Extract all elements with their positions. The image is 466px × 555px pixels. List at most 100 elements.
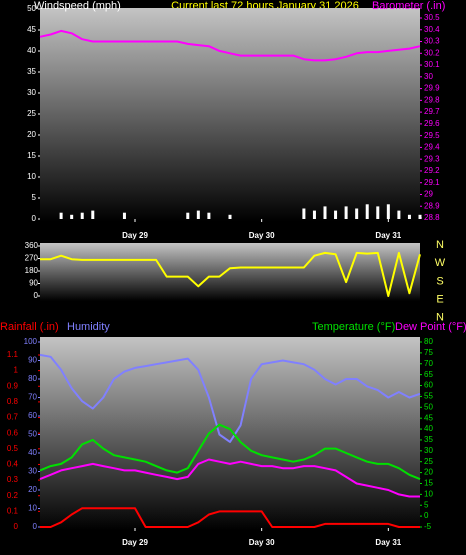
y-tick-label: 29.8	[424, 95, 440, 104]
y-tick-label: -5	[424, 522, 432, 531]
axis-title: Rainfall (.in)	[0, 321, 59, 333]
y-tick-label: 30	[424, 72, 433, 81]
bar	[397, 210, 401, 219]
y-tick-label: 80	[424, 337, 433, 346]
chart-title: Current last 72 hours January 31 2026	[171, 0, 359, 12]
y-tick-label: 70	[28, 393, 37, 402]
axis-title: Humidity	[67, 321, 110, 333]
y-tick-label: 0	[424, 511, 429, 520]
y-tick-label: 10	[27, 172, 36, 181]
y-tick-label: 1.1	[7, 350, 19, 359]
bar	[407, 214, 411, 219]
y-tick-label: 29.5	[424, 131, 440, 140]
y-tick-label: 60	[28, 411, 37, 420]
y-tick-label: 0.6	[7, 428, 19, 437]
y-tick-label: 60	[424, 381, 433, 390]
y-tick-label: 0.1	[7, 506, 19, 515]
data-line	[39, 353, 421, 443]
y-tick-label: 20	[27, 130, 36, 139]
y-tick-label: 28.9	[424, 201, 440, 210]
compass-label: N	[436, 239, 444, 251]
y-tick-label: 30.5	[424, 13, 440, 22]
y-tick-label: 0.9	[7, 381, 19, 390]
y-tick-label: 0	[14, 522, 19, 531]
y-tick-label: 70	[424, 359, 433, 368]
y-tick-label: 270	[25, 254, 39, 263]
bar	[122, 212, 126, 219]
y-tick-label: 29.2	[424, 166, 440, 175]
y-tick-label: 29.4	[424, 143, 440, 152]
bar	[355, 208, 359, 219]
bar	[386, 204, 390, 219]
axis-title: Barometer (.in)	[372, 0, 445, 12]
bar	[323, 206, 327, 219]
axis-title: Temperature (°F)	[312, 321, 395, 333]
plot-area	[40, 337, 420, 531]
bar	[376, 206, 380, 219]
data-line	[40, 251, 421, 297]
x-tick-label: Day 29	[122, 538, 148, 547]
y-tick-label: 45	[424, 413, 433, 422]
y-tick-label: 65	[424, 370, 433, 379]
y-tick-label: 5	[424, 500, 429, 509]
y-tick-label: 29.1	[424, 178, 440, 187]
y-tick-label: 0.8	[7, 397, 19, 406]
y-tick-label: 30.1	[424, 60, 440, 69]
y-tick-label: 0	[33, 522, 38, 531]
compass-label: S	[436, 275, 443, 287]
y-tick-label: 0	[34, 291, 39, 300]
y-tick-label: 0.4	[7, 460, 19, 469]
y-tick-label: 15	[424, 479, 433, 488]
y-tick-label: 0.5	[7, 444, 19, 453]
data-line	[39, 29, 421, 62]
axis-title: Dew Point (°F)	[395, 321, 466, 333]
y-tick-label: 30	[27, 88, 36, 97]
y-tick-label: 30.3	[424, 37, 440, 46]
y-tick-label: 0.3	[7, 475, 19, 484]
y-tick-label: 28.8	[424, 213, 440, 222]
y-tick-label: 360	[25, 241, 39, 250]
bar	[302, 208, 306, 219]
x-tick-label: Day 31	[375, 538, 401, 547]
x-tick-label: Day 31	[375, 231, 401, 240]
bar	[196, 210, 200, 219]
bar	[59, 212, 63, 219]
y-tick-label: 29.9	[424, 84, 440, 93]
y-tick-label: 0	[32, 214, 37, 223]
bar	[91, 210, 95, 219]
y-tick-label: 10	[424, 489, 433, 498]
y-tick-label: 30.2	[424, 48, 440, 57]
bar	[344, 206, 348, 219]
data-line	[40, 507, 420, 528]
plot-area	[40, 8, 420, 222]
y-tick-label: 90	[29, 279, 38, 288]
bar	[207, 212, 211, 219]
y-tick-label: 15	[27, 151, 36, 160]
x-tick-label: Day 29	[122, 231, 148, 240]
y-tick-label: 50	[28, 430, 37, 439]
compass-label: W	[435, 257, 446, 269]
y-tick-label: 20	[424, 468, 433, 477]
bar	[80, 212, 84, 219]
bar	[418, 214, 422, 219]
compass-label: N	[436, 312, 444, 324]
y-tick-label: 90	[28, 356, 37, 365]
y-tick-label: 35	[27, 67, 36, 76]
y-tick-label: 35	[424, 435, 433, 444]
y-tick-label: 30	[424, 446, 433, 455]
y-tick-label: 30.4	[424, 25, 440, 34]
bar	[312, 210, 316, 219]
compass-label: E	[436, 294, 443, 306]
data-line	[39, 458, 420, 498]
data-line	[39, 423, 421, 481]
y-tick-label: 25	[424, 457, 433, 466]
y-tick-label: 0.7	[7, 413, 19, 422]
y-tick-label: 55	[424, 392, 433, 401]
y-tick-label: 20	[28, 485, 37, 494]
y-tick-label: 10	[28, 504, 37, 513]
bar	[365, 204, 369, 219]
bar	[186, 212, 190, 219]
y-tick-label: 80	[28, 374, 37, 383]
x-tick-label: Day 30	[249, 231, 275, 240]
y-tick-label: 29.3	[424, 154, 440, 163]
